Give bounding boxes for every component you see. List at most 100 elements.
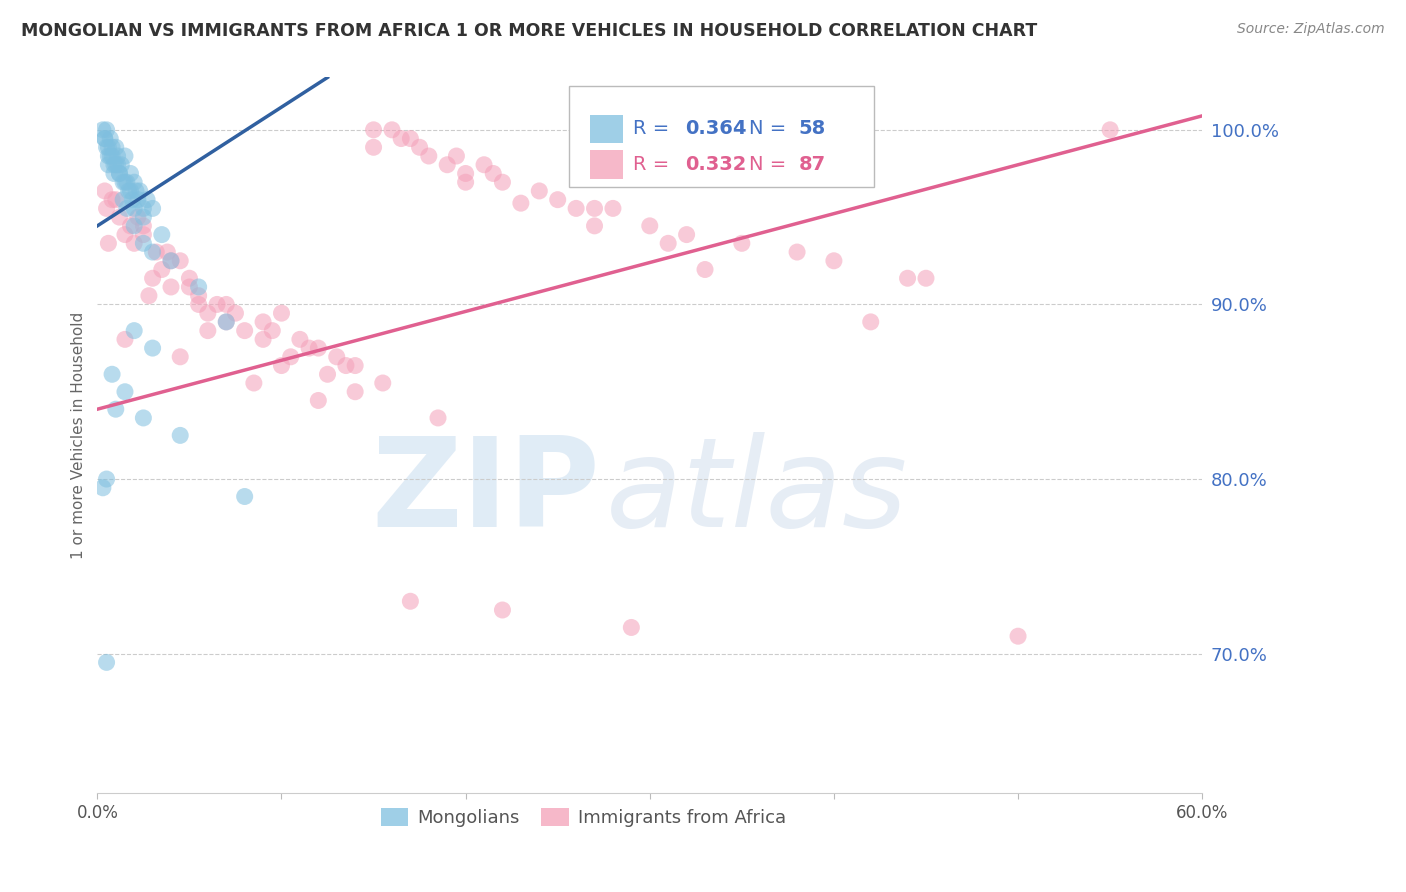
Point: [344, 384, 367, 399]
Point: [896, 271, 918, 285]
Point: [583, 202, 606, 216]
Point: [101, 140, 124, 154]
Point: [104, 140, 127, 154]
Point: [142, 245, 165, 260]
Point: [120, 184, 142, 198]
Point: [638, 219, 661, 233]
Point: [127, 193, 149, 207]
Point: [491, 603, 513, 617]
Point: [233, 324, 256, 338]
Point: [104, 158, 127, 172]
Point: [114, 149, 136, 163]
Point: [363, 140, 385, 154]
Point: [112, 175, 135, 189]
Point: [118, 184, 141, 198]
Point: [583, 219, 606, 233]
Point: [215, 297, 238, 311]
Point: [262, 324, 284, 338]
Point: [142, 202, 165, 216]
Point: [169, 428, 191, 442]
Point: [120, 166, 142, 180]
Point: [675, 227, 697, 242]
Point: [399, 594, 422, 608]
Point: [160, 280, 183, 294]
Point: [125, 184, 148, 198]
Point: [823, 253, 845, 268]
Point: [114, 384, 136, 399]
Point: [93, 131, 115, 145]
Text: MONGOLIAN VS IMMIGRANTS FROM AFRICA 1 OR MORE VEHICLES IN HOUSEHOLD CORRELATION : MONGOLIAN VS IMMIGRANTS FROM AFRICA 1 OR…: [21, 22, 1038, 40]
Point: [114, 332, 136, 346]
Point: [270, 306, 292, 320]
Point: [187, 280, 209, 294]
Point: [97, 149, 120, 163]
Point: [371, 376, 394, 390]
Point: [454, 175, 477, 189]
Point: [509, 196, 531, 211]
Point: [98, 131, 121, 145]
Point: [335, 359, 357, 373]
Text: atlas: atlas: [606, 432, 908, 553]
Point: [136, 193, 159, 207]
Point: [150, 262, 173, 277]
Point: [620, 620, 643, 634]
Point: [156, 245, 179, 260]
Point: [307, 393, 329, 408]
Point: [482, 166, 505, 180]
Point: [132, 236, 155, 251]
Point: [224, 306, 246, 320]
Point: [187, 289, 209, 303]
Point: [96, 123, 118, 137]
Point: [215, 315, 238, 329]
Point: [96, 656, 118, 670]
Point: [132, 210, 155, 224]
Text: R =: R =: [633, 120, 676, 138]
Point: [115, 175, 138, 189]
Point: [120, 219, 142, 233]
Point: [243, 376, 266, 390]
Point: [96, 472, 118, 486]
Point: [187, 297, 209, 311]
Point: [252, 332, 274, 346]
Point: [381, 123, 404, 137]
Point: [252, 315, 274, 329]
Point: [179, 271, 201, 285]
Point: [1007, 629, 1029, 643]
Point: [103, 158, 125, 172]
Point: [270, 359, 292, 373]
Point: [454, 166, 477, 180]
Point: [107, 158, 129, 172]
Text: ZIP: ZIP: [371, 432, 600, 553]
Point: [602, 202, 624, 216]
Point: [96, 140, 118, 154]
Point: [657, 236, 679, 251]
Point: [98, 149, 121, 163]
Point: [110, 158, 132, 172]
Point: [205, 297, 228, 311]
Point: [1099, 123, 1122, 137]
Point: [91, 481, 114, 495]
Point: [427, 411, 450, 425]
Point: [915, 271, 938, 285]
Text: R =: R =: [633, 155, 676, 174]
Point: [150, 227, 173, 242]
Point: [101, 193, 124, 207]
Point: [169, 253, 191, 268]
Point: [446, 149, 468, 163]
Point: [786, 245, 808, 260]
Point: [316, 368, 339, 382]
Point: [565, 202, 588, 216]
Point: [122, 236, 145, 251]
Point: [472, 158, 495, 172]
Point: [122, 202, 145, 216]
Point: [325, 350, 347, 364]
Point: [280, 350, 302, 364]
FancyBboxPatch shape: [569, 86, 875, 187]
Point: [418, 149, 440, 163]
Point: [132, 202, 155, 216]
Point: [288, 332, 311, 346]
Point: [128, 184, 150, 198]
Point: [859, 315, 882, 329]
Y-axis label: 1 or more Vehicles in Household: 1 or more Vehicles in Household: [72, 312, 86, 559]
Legend: Mongolians, Immigrants from Africa: Mongolians, Immigrants from Africa: [374, 801, 793, 834]
